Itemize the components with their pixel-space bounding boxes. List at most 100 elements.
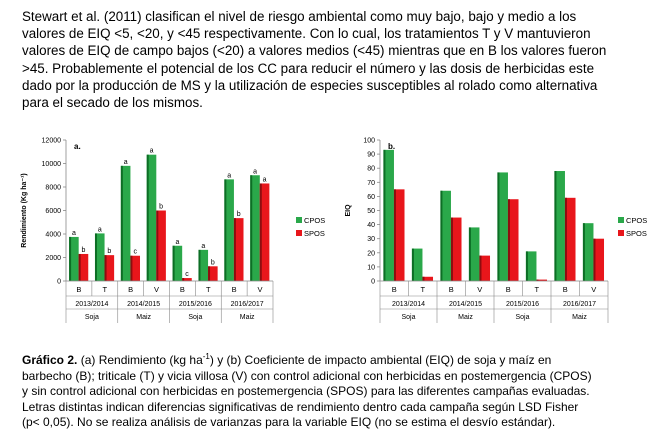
significance-letter: c: [133, 249, 137, 256]
x-tick-label: T: [206, 285, 211, 294]
bar-cpos-shade: [250, 175, 253, 281]
significance-letter: b: [211, 259, 215, 266]
paragraph-line: valores de EIQ <5, <20, y <45 respectiva…: [22, 26, 591, 42]
caption-line-1: Gráfico 2. (a) Rendimiento (kg ha-1) y (…: [22, 349, 662, 369]
legend-label: SPOS: [626, 229, 647, 238]
x-tick-label: T: [534, 285, 539, 294]
body-paragraph: Stewart et al. (2011) clasifican el nive…: [22, 8, 652, 111]
significance-letter: a: [175, 239, 179, 246]
bar-cpos-shade: [120, 165, 123, 281]
campaign-label: 2016/2017: [563, 301, 596, 308]
significance-letter: c: [185, 271, 189, 278]
legend-label: SPOS: [304, 229, 325, 238]
campaign-label: 2016/2017: [231, 301, 264, 308]
bar-spos: [78, 253, 89, 281]
y-tick-label: 20: [367, 250, 375, 257]
caption-text: ) y (b) Coeficiente de impacto ambiental…: [209, 353, 552, 367]
bar-cpos: [172, 245, 183, 281]
crop-label: Maiz: [458, 314, 473, 321]
y-tick-label: 40: [367, 222, 375, 229]
x-tick-label: V: [258, 285, 263, 294]
legend-swatch: [618, 217, 624, 223]
bar-cpos: [582, 223, 594, 281]
crop-label: Soja: [515, 314, 529, 321]
bar-cpos-shade: [198, 249, 201, 281]
significance-letter: a: [253, 168, 257, 175]
legend-swatch: [618, 230, 624, 236]
bar-spos: [233, 218, 244, 281]
x-tick-label: T: [420, 285, 425, 294]
bar-cpos: [120, 165, 131, 281]
bar-cpos: [440, 190, 451, 281]
significance-letter: a: [227, 172, 231, 179]
paragraph-line: >45. Probablemente el potencial de los C…: [22, 60, 595, 76]
chart-b: 0 10 20 30 40 50 60 70 80 90 100 EIQ b. B T B V B T B V 2013/…: [345, 138, 647, 323]
bar-spos-shade: [130, 255, 133, 281]
bar-spos-shade: [593, 238, 596, 281]
bar-cpos: [468, 227, 480, 281]
bar-spos: [182, 278, 192, 281]
bar-cpos: [94, 233, 105, 281]
paragraph-line: Stewart et al. (2011) clasifican el nive…: [22, 9, 577, 24]
y-tick-label: 0: [57, 279, 61, 286]
x-tick-label: V: [154, 285, 159, 294]
bar-spos: [422, 276, 434, 281]
bar-spos: [130, 255, 141, 281]
y-tick-label: 70: [367, 180, 375, 187]
y-tick-label: 80: [367, 166, 375, 173]
campaign-label: 2013/2014: [75, 301, 108, 308]
bar-cpos: [146, 154, 157, 281]
crop-label: Soja: [188, 314, 202, 321]
bar-cpos: [69, 236, 79, 281]
bar-cpos-shade: [224, 179, 227, 281]
bar-cpos: [250, 175, 260, 281]
x-tick-label: T: [103, 285, 108, 294]
bar-spos-shade: [104, 255, 107, 281]
bar-cpos-shade: [497, 172, 500, 281]
caption-line: barbecho (B); triticale (T) y vicia vill…: [22, 368, 592, 383]
bar-spos: [536, 279, 548, 281]
x-tick-label: B: [563, 285, 568, 294]
panel-label: b.: [388, 142, 395, 151]
y-axis-title: Rendimiento (Kg ha⁻¹): [21, 173, 28, 247]
bar-spos-shade: [78, 253, 81, 281]
y-tick-label: 2000: [45, 255, 61, 262]
campaign-label: 2014/2015: [449, 301, 482, 308]
bar-spos: [479, 255, 491, 281]
x-tick-label: V: [591, 285, 596, 294]
caption-text: (a) Rendimiento (kg ha: [77, 353, 203, 367]
legend-swatch: [296, 230, 302, 236]
bar-spos: [156, 210, 166, 281]
bar-cpos-shade: [146, 154, 149, 281]
bar-spos: [564, 197, 576, 281]
y-tick-label: 50: [367, 208, 375, 215]
panel-label: a.: [74, 142, 81, 151]
legend-label: CPOS: [626, 216, 647, 225]
y-tick-label: 8000: [45, 185, 61, 192]
significance-letter: a: [72, 230, 76, 237]
bar-spos: [104, 255, 115, 281]
campaign-label: 2015/2016: [179, 301, 212, 308]
bar-spos-shade: [479, 255, 482, 281]
y-tick-label: 100: [363, 138, 375, 145]
x-tick-label: B: [128, 285, 133, 294]
legend-label: CPOS: [304, 216, 325, 225]
paragraph-line: valores de EIQ de campo bajos (<20) a va…: [22, 43, 607, 59]
caption-line: Letras distintas indican diferencias sig…: [22, 399, 579, 414]
bar-spos: [259, 183, 270, 281]
bar-cpos-shade: [383, 149, 386, 281]
bar-cpos: [224, 179, 234, 281]
y-tick-label: 6000: [45, 208, 61, 215]
y-tick-label: 10000: [42, 161, 62, 168]
crop-label: Maiz: [240, 314, 255, 321]
bar-spos: [393, 189, 405, 281]
campaign-label: 2015/2016: [506, 301, 539, 308]
bar-cpos: [383, 149, 394, 281]
significance-letter: a: [150, 148, 154, 155]
bar-spos-shade: [393, 189, 396, 281]
significance-letter: a: [263, 176, 267, 183]
bar-spos: [450, 217, 462, 281]
y-tick-label: 90: [367, 152, 375, 159]
bar-spos: [593, 238, 605, 281]
